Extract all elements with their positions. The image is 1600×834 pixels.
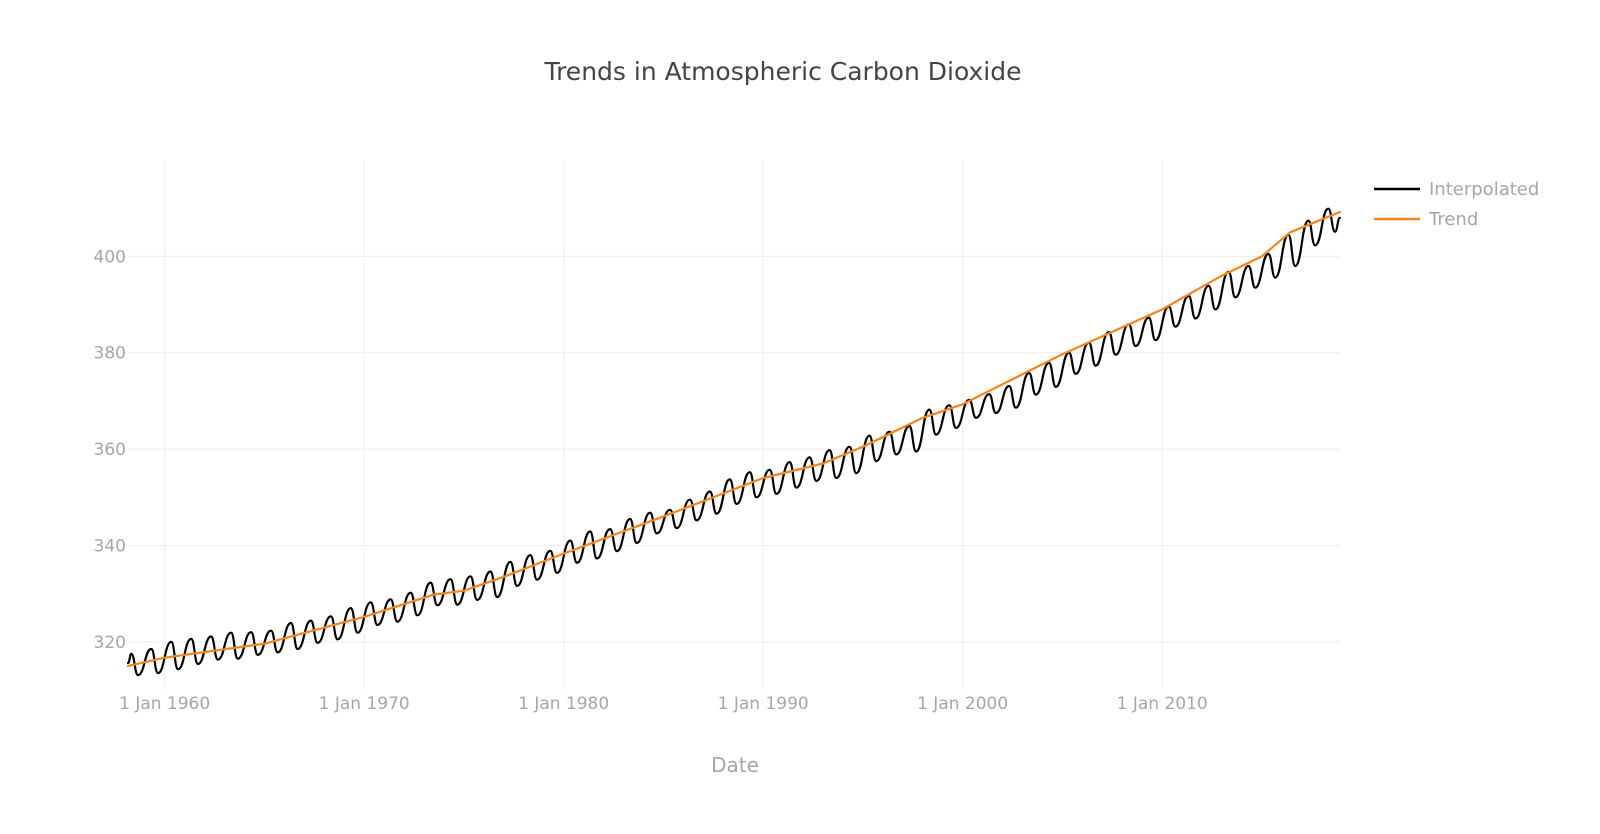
x-tick-label: 1 Jan 1980 xyxy=(518,694,609,714)
x-axis-ticks: 1 Jan 1960 1 Jan 1970 1 Jan 1980 1 Jan 1990… xyxy=(119,694,1208,714)
legend-label: Interpolated xyxy=(1429,179,1539,200)
y-tick-label: 360 xyxy=(94,440,126,460)
gridlines xyxy=(128,160,1340,690)
y-tick-label: 400 xyxy=(94,247,126,267)
plot-area[interactable] xyxy=(126,207,1342,677)
x-tick-label: 1 Jan 1960 xyxy=(119,694,210,714)
y-tick-label: 380 xyxy=(94,344,126,364)
chart-title: Trends in Atmospheric Carbon Dioxide xyxy=(543,57,1021,86)
x-tick-label: 1 Jan 1990 xyxy=(718,694,809,714)
x-tick-label: 1 Jan 2000 xyxy=(917,694,1008,714)
x-axis-title: Date xyxy=(711,753,759,777)
y-tick-label: 320 xyxy=(94,633,126,653)
legend-label: Trend xyxy=(1428,209,1478,230)
series-line-interpolated[interactable] xyxy=(126,207,1342,677)
legend-item-trend[interactable]: Trend xyxy=(1374,209,1478,230)
x-tick-label: 1 Jan 1970 xyxy=(319,694,410,714)
y-axis-ticks: 320 340 360 380 400 xyxy=(94,247,126,652)
series-line-trend[interactable] xyxy=(126,210,1342,667)
legend[interactable]: Interpolated Trend xyxy=(1374,179,1539,230)
x-tick-label: 1 Jan 2010 xyxy=(1117,694,1208,714)
y-tick-label: 340 xyxy=(94,536,126,556)
legend-item-interpolated[interactable]: Interpolated xyxy=(1374,179,1539,200)
